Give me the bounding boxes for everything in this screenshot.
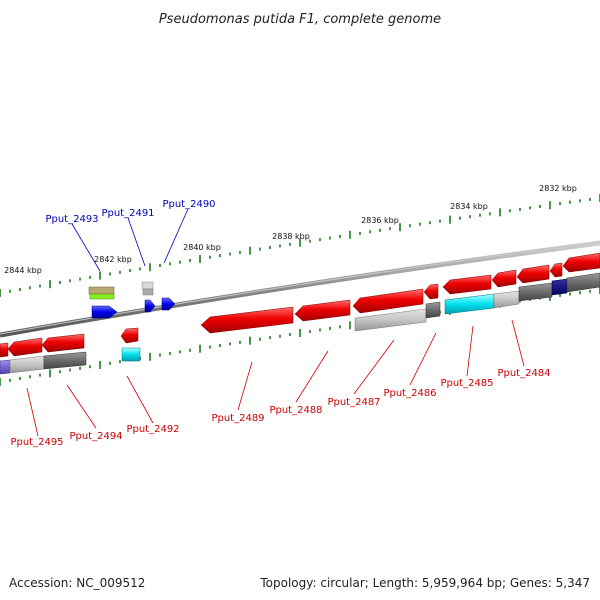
- gene-label[interactable]: Pput_2492: [126, 424, 179, 435]
- leader-line: [409, 332, 437, 386]
- gene-label[interactable]: Pput_2487: [327, 397, 380, 408]
- kbp-label: 2832 kbp: [539, 184, 577, 193]
- leader-line: [71, 223, 101, 272]
- annotation-bar[interactable]: [121, 347, 141, 362]
- annotation-bar[interactable]: [444, 293, 495, 315]
- genome-stats-text: Topology: circular; Length: 5,959,964 bp…: [259, 576, 590, 590]
- gene-arrow-reverse[interactable]: [0, 342, 9, 358]
- kbp-label: 2836 kbp: [361, 216, 399, 225]
- outer-tick-track: [0, 194, 600, 297]
- gene-block[interactable]: [88, 286, 115, 295]
- gene-arrow-reverse[interactable]: [516, 264, 550, 284]
- annotation-bar[interactable]: [9, 355, 45, 374]
- leader-line: [237, 361, 253, 411]
- kbp-label: 2838 kbp: [272, 232, 310, 241]
- kbp-label: 2844 kbp: [4, 266, 42, 275]
- gene-arrow-reverse[interactable]: [352, 288, 424, 314]
- gene-label[interactable]: Pput_2494: [69, 431, 122, 442]
- leader-line: [295, 350, 329, 403]
- gene-label[interactable]: Pput_2488: [269, 405, 322, 416]
- annotation-bar[interactable]: [43, 351, 87, 370]
- gene-arrow-reverse[interactable]: [549, 262, 563, 278]
- annotation-bar[interactable]: [518, 282, 553, 302]
- gene-block[interactable]: [142, 288, 154, 296]
- kbp-label: 2840 kbp: [183, 243, 221, 252]
- leader-line: [66, 384, 97, 429]
- kbp-label: 2834 kbp: [450, 202, 488, 211]
- gene-arrow-reverse[interactable]: [294, 299, 351, 322]
- leader-line: [126, 375, 154, 424]
- gene-arrow-reverse[interactable]: [562, 252, 600, 273]
- genome-backbone-highlight: [0, 241, 600, 335]
- gene-label[interactable]: Pput_2486: [383, 388, 436, 399]
- gene-arrow-reverse[interactable]: [120, 327, 139, 344]
- annotation-bar[interactable]: [425, 301, 441, 319]
- annotation-bar[interactable]: [551, 278, 568, 296]
- outer-minor-ticks: [0, 194, 600, 297]
- gene-arrow-forward[interactable]: [144, 299, 156, 313]
- gene-arrow-reverse[interactable]: [200, 306, 294, 334]
- forward-strand-genes: [88, 281, 176, 319]
- gene-arrow-reverse[interactable]: [442, 274, 492, 295]
- gene-arrow-reverse[interactable]: [423, 283, 439, 300]
- leader-line: [127, 217, 146, 267]
- annotation-bar[interactable]: [566, 272, 600, 293]
- gene-label[interactable]: Pput_2484: [497, 368, 550, 379]
- forward-gene-labels: Pput_2493 Pput_2491 Pput_2490: [45, 199, 215, 225]
- reverse-strand-genes: [0, 252, 600, 358]
- gene-label[interactable]: Pput_2493: [45, 214, 98, 225]
- gene-label[interactable]: Pput_2491: [101, 208, 154, 219]
- gene-block[interactable]: [141, 281, 154, 290]
- leader-line: [26, 387, 39, 437]
- map-title: Pseudomonas putida F1, complete genome: [159, 12, 441, 27]
- scale-labels: 2832 kbp 2834 kbp 2836 kbp 2838 kbp 2840…: [4, 184, 577, 275]
- gene-arrow-reverse[interactable]: [491, 269, 517, 288]
- label-leader-lines: [26, 208, 525, 437]
- leader-line: [511, 319, 525, 367]
- gene-arrow-reverse[interactable]: [7, 337, 43, 357]
- genome-backbone: [0, 240, 600, 338]
- leader-line: [163, 208, 189, 264]
- annotation-bar[interactable]: [493, 290, 520, 309]
- leader-line: [466, 325, 474, 377]
- gene-arrow-reverse[interactable]: [41, 333, 85, 353]
- reverse-gene-labels: Pput_2495 Pput_2494 Pput_2492 Pput_2489 …: [10, 368, 550, 448]
- inner-annotation-bars: [0, 272, 600, 375]
- leader-line: [353, 339, 395, 395]
- annotation-bar[interactable]: [354, 308, 427, 332]
- gene-label[interactable]: Pput_2495: [10, 437, 63, 448]
- gene-arrow-forward[interactable]: [91, 305, 118, 319]
- gene-label[interactable]: Pput_2490: [162, 199, 215, 210]
- kbp-label: 2842 kbp: [94, 255, 132, 264]
- gene-block[interactable]: [89, 293, 115, 300]
- accession-text: Accession: NC_009512: [9, 576, 145, 590]
- gene-arrow-forward[interactable]: [161, 297, 176, 311]
- gene-label[interactable]: Pput_2485: [440, 378, 493, 389]
- gene-label[interactable]: Pput_2489: [211, 413, 264, 424]
- annotation-bar[interactable]: [0, 359, 11, 375]
